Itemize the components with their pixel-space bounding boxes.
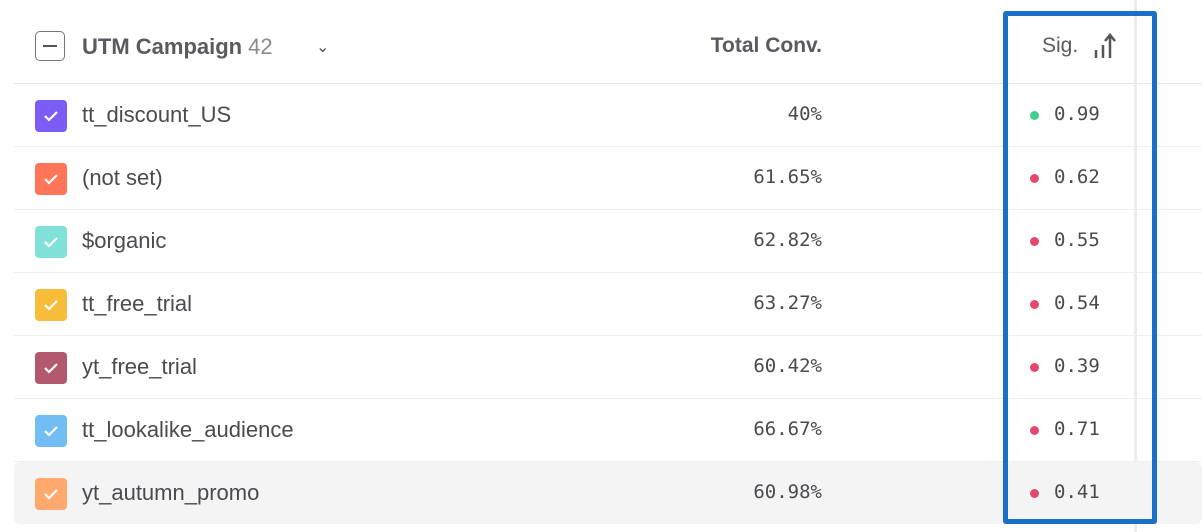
check-icon [44, 174, 58, 185]
significance-value: 0.39 [1054, 355, 1100, 377]
total-conv-value: 62.82% [753, 229, 822, 251]
table-row[interactable]: yt_free_trial 60.42% 0.39 [14, 336, 1202, 399]
select-all-checkbox[interactable] [35, 31, 65, 61]
campaign-name: yt_free_trial [82, 354, 197, 379]
row-checkbox[interactable] [35, 352, 67, 384]
significance-value: 0.71 [1054, 418, 1100, 440]
row-checkbox[interactable] [35, 163, 67, 195]
total-conv-value: 66.67% [753, 418, 822, 440]
significance-value: 0.99 [1054, 103, 1100, 125]
campaign-name: (not set) [82, 165, 163, 190]
check-icon [44, 489, 58, 500]
significance-dot-icon [1030, 111, 1039, 120]
significance-value: 0.62 [1054, 166, 1100, 188]
row-checkbox[interactable] [35, 100, 67, 132]
table-header: UTM Campaign 42 ⌄ Total Conv. Sig. [14, 0, 1202, 84]
row-checkbox[interactable] [35, 478, 67, 510]
total-conv-value: 60.98% [753, 481, 822, 503]
significance-dot-icon [1030, 174, 1039, 183]
check-icon [44, 237, 58, 248]
significance-dot-icon [1030, 363, 1039, 372]
campaign-count: 42 [248, 34, 273, 59]
column-header-utm-campaign[interactable]: UTM Campaign 42 [82, 34, 273, 60]
sort-ascending-icon[interactable] [1092, 32, 1120, 60]
check-icon [44, 111, 58, 122]
utm-campaign-label: UTM Campaign [82, 34, 243, 59]
row-checkbox[interactable] [35, 415, 67, 447]
campaign-name: yt_autumn_promo [82, 480, 260, 505]
check-icon [44, 363, 58, 374]
chevron-down-icon[interactable]: ⌄ [316, 39, 330, 56]
table-row[interactable]: $organic 62.82% 0.55 [14, 210, 1202, 273]
campaign-name: tt_discount_US [82, 102, 232, 127]
column-header-sig[interactable]: Sig. [1042, 34, 1079, 57]
table-row[interactable]: tt_free_trial 63.27% 0.54 [14, 273, 1202, 336]
campaign-name: $organic [82, 228, 167, 253]
table-row[interactable]: tt_discount_US 40% 0.99 [14, 84, 1202, 147]
significance-dot-icon [1030, 489, 1039, 498]
total-conv-value: 40% [787, 103, 822, 125]
total-conv-value: 60.42% [753, 355, 822, 377]
significance-dot-icon [1030, 300, 1039, 309]
column-divider [1134, 0, 1137, 532]
significance-value: 0.54 [1054, 292, 1100, 314]
significance-value: 0.41 [1054, 481, 1100, 503]
sig-column-highlight [1003, 11, 1157, 524]
check-icon [44, 426, 58, 437]
campaign-name: tt_free_trial [82, 291, 193, 316]
campaign-name: tt_lookalike_audience [82, 417, 294, 442]
check-icon [44, 300, 58, 311]
significance-value: 0.55 [1054, 229, 1100, 251]
total-conv-value: 61.65% [753, 166, 822, 188]
table-row[interactable]: tt_lookalike_audience 66.67% 0.71 [14, 399, 1202, 462]
column-header-total-conv[interactable]: Total Conv. [710, 34, 822, 57]
significance-dot-icon [1030, 237, 1039, 246]
row-checkbox[interactable] [35, 226, 67, 258]
table-row[interactable]: (not set) 61.65% 0.62 [14, 147, 1202, 210]
significance-dot-icon [1030, 426, 1039, 435]
row-checkbox[interactable] [35, 289, 67, 321]
total-conv-value: 63.27% [753, 292, 822, 314]
